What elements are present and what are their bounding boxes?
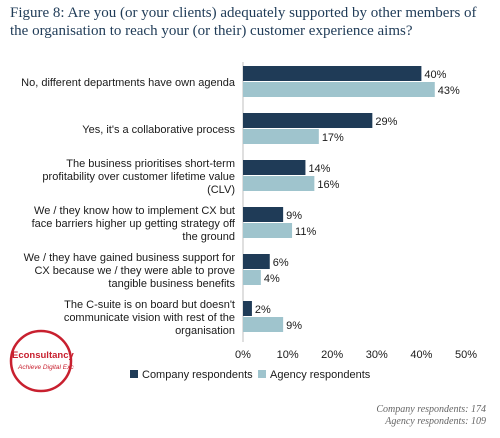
category-label-line: communicate vision with rest of the [64, 312, 235, 324]
logo-ring [9, 329, 73, 393]
legend-swatch-agency [258, 370, 266, 378]
bar-company-3 [243, 207, 284, 222]
data-label-agency-1: 17% [322, 132, 344, 144]
data-label-company-0: 40% [424, 69, 446, 81]
category-label-line: profitability over customer lifetime val… [42, 171, 235, 183]
category-label-line: organisation [175, 325, 235, 337]
category-label-line: The C-suite is on board but doesn't [64, 299, 235, 311]
x-tick-label: 0% [235, 349, 251, 361]
category-label-line: (CLV) [207, 184, 235, 196]
data-label-company-4: 6% [273, 257, 289, 269]
x-tick-label: 50% [455, 349, 477, 361]
legend-label-agency: Agency respondents [270, 369, 371, 381]
category-label-line: the ground [182, 231, 235, 243]
category-label-4: We / they have gained business support f… [24, 252, 236, 290]
x-tick-label: 20% [321, 349, 343, 361]
data-label-agency-3: 11% [295, 226, 316, 238]
bar-company-2 [243, 160, 306, 175]
bar-company-5 [243, 301, 252, 316]
data-label-company-2: 14% [308, 163, 330, 175]
legend-swatch-company [130, 370, 138, 378]
category-label-line: Yes, it's a collaborative process [82, 124, 235, 136]
category-label-line: The business prioritises short-term [66, 158, 235, 170]
footnote-company: Company respondents: 174 [376, 404, 486, 415]
x-tick-label: 40% [410, 349, 432, 361]
data-label-company-1: 29% [375, 116, 397, 128]
category-label-line: We / they have gained business support f… [24, 252, 236, 264]
x-tick-label: 10% [277, 349, 299, 361]
x-tick-label: 30% [366, 349, 388, 361]
footnotes: Company respondents: 174 Agency responde… [376, 404, 486, 428]
bar-agency-4 [243, 270, 261, 285]
footnote-agency: Agency respondents: 109 [385, 416, 486, 427]
category-label-line: face barriers higher up getting strategy… [32, 218, 236, 230]
category-label-line: No, different departments have own agend… [21, 77, 236, 89]
category-label-5: The C-suite is on board but doesn't commu… [64, 299, 235, 337]
logo-name: Econsultancy [12, 350, 74, 361]
legend-label-company: Company respondents [142, 369, 253, 381]
category-label-0: No, different departments have own agend… [21, 77, 236, 89]
logo-tagline: Achieve Digital Excellence [17, 364, 74, 371]
bar-agency-1 [243, 129, 319, 144]
data-label-agency-2: 16% [317, 179, 339, 191]
bar-company-0 [243, 66, 422, 81]
data-label-company-3: 9% [286, 210, 302, 222]
data-label-agency-4: 4% [264, 273, 280, 285]
data-label-company-5: 2% [255, 304, 271, 316]
chart-title: Figure 8: Are you (or your clients) adeq… [10, 5, 477, 39]
data-label-agency-5: 9% [286, 320, 302, 332]
bar-company-1 [243, 113, 373, 128]
data-label-agency-0: 43% [438, 85, 460, 97]
bar-company-4 [243, 254, 270, 269]
category-label-line: CX because we / they were able to prove [34, 265, 235, 277]
bar-agency-2 [243, 176, 315, 191]
category-label-3: We / they know how to implement CX but fa… [32, 205, 236, 243]
econsultancy-logo: Econsultancy Achieve Digital Excellence [9, 329, 74, 393]
category-label-line: We / they know how to implement CX but [34, 205, 235, 217]
bar-agency-0 [243, 82, 435, 97]
bar-agency-3 [243, 223, 293, 238]
category-label-2: The business prioritises short-term profi… [42, 158, 235, 196]
bar-agency-5 [243, 317, 284, 332]
category-label-1: Yes, it's a collaborative process [82, 124, 235, 136]
category-label-line: tangible business benefits [108, 278, 235, 290]
